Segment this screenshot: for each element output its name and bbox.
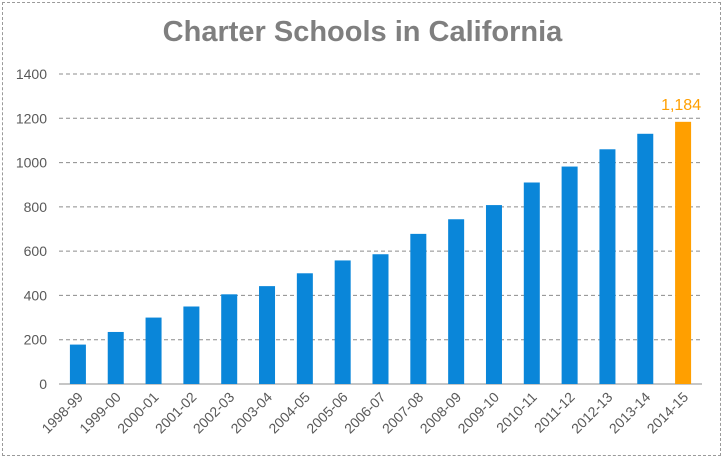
bar-2013-14: [637, 133, 654, 384]
bars: [69, 121, 692, 384]
data-labels: 1,184: [661, 97, 701, 114]
y-tick-label: 1400: [16, 66, 47, 82]
x-tick-label: 2014-15: [644, 389, 692, 437]
bar-2010-11: [523, 182, 540, 384]
y-tick-label: 1000: [16, 155, 47, 171]
y-tick-label: 800: [24, 199, 48, 215]
y-tick-label: 200: [24, 332, 48, 348]
bar-2001-02: [183, 306, 200, 384]
y-tick-label: 600: [24, 243, 48, 259]
bar-2007-08: [410, 233, 427, 384]
bar-2009-10: [485, 205, 502, 384]
bar-2000-01: [145, 317, 162, 384]
bar-2012-13: [599, 149, 616, 384]
bar-2002-03: [221, 294, 238, 384]
bar-2004-05: [296, 273, 313, 384]
bar-2005-06: [334, 260, 351, 384]
y-tick-label: 400: [24, 287, 48, 303]
bar-2008-09: [448, 219, 465, 384]
y-tick-label: 0: [39, 376, 47, 392]
bar-2011-12: [561, 166, 578, 384]
y-axis-ticks: 0 200 400 600 800 1000 1200 1400: [16, 66, 47, 392]
chart-frame: [2, 2, 721, 456]
data-label: 1,184: [661, 97, 701, 114]
y-tick-label: 1200: [16, 110, 47, 126]
bar-2006-07: [372, 254, 389, 384]
gridlines: [59, 73, 702, 385]
x-axis-ticks: 1998-991999-002000-012001-022002-032003-…: [38, 389, 691, 437]
x-tick-label: 2010-11: [493, 389, 540, 436]
bar-2003-04: [259, 286, 276, 384]
chart-title: Charter Schools in California: [162, 16, 563, 48]
bar-1998-99: [69, 344, 86, 384]
bar-2014-15: [675, 121, 692, 384]
x-tick-label: 2009-10: [454, 389, 502, 437]
bar-1999-00: [107, 331, 124, 384]
